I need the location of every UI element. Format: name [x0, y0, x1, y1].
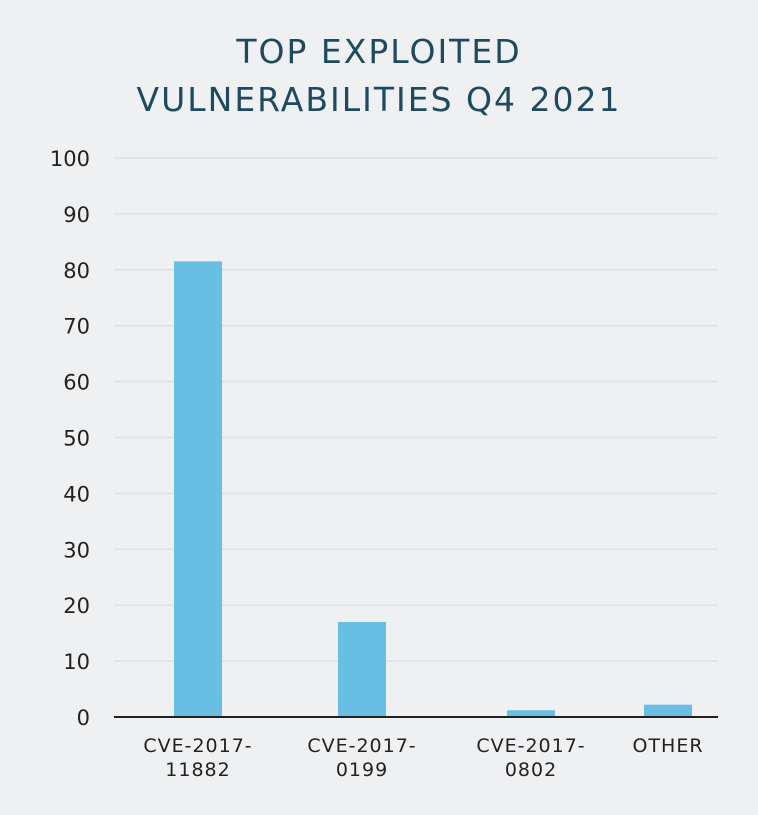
y-tick-label: 50 — [63, 427, 90, 451]
y-tick-label: 90 — [63, 203, 90, 227]
bar — [174, 261, 222, 717]
x-tick-label: 0199 — [336, 759, 388, 781]
bar — [644, 704, 692, 717]
y-tick-label: 20 — [63, 594, 90, 618]
y-tick-label: 40 — [63, 482, 90, 506]
y-tick-label: 10 — [63, 650, 90, 674]
x-tick-label: 0802 — [505, 759, 557, 781]
chart-title: TOP EXPLOITED VULNERABILITIES Q4 2021 — [0, 28, 758, 124]
bar — [338, 621, 386, 717]
y-tick-label: 0 — [77, 706, 90, 730]
x-tick-label: CVE-2017- — [143, 735, 252, 757]
y-tick-label: 80 — [63, 259, 90, 283]
x-tick-label: OTHER — [632, 735, 703, 757]
x-tick-label: CVE-2017- — [307, 735, 416, 757]
chart-title-line-2: VULNERABILITIES Q4 2021 — [136, 80, 622, 119]
y-tick-label: 60 — [63, 371, 90, 395]
x-tick-label: CVE-2017- — [476, 735, 585, 757]
bar — [507, 710, 555, 717]
y-tick-label: 70 — [63, 315, 90, 339]
y-tick-label: 30 — [63, 538, 90, 562]
chart-title-line-1: TOP EXPLOITED — [236, 32, 522, 71]
y-tick-label: 100 — [50, 147, 90, 171]
x-tick-label: 11882 — [165, 759, 230, 781]
